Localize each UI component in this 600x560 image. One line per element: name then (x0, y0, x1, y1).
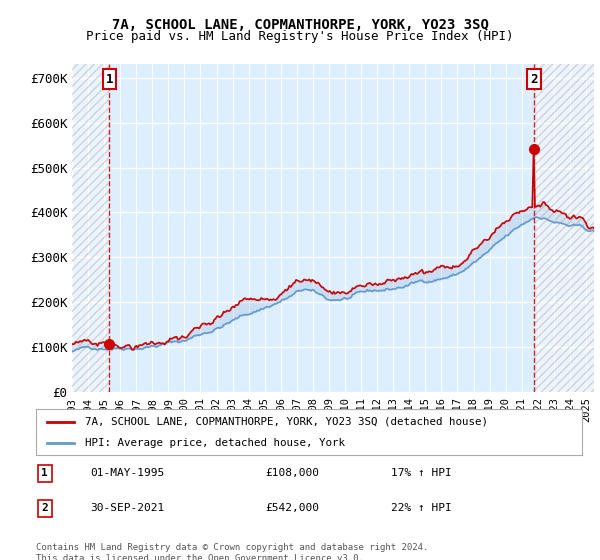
Text: 2: 2 (530, 73, 538, 86)
Text: £108,000: £108,000 (265, 468, 319, 478)
Text: Contains HM Land Registry data © Crown copyright and database right 2024.
This d: Contains HM Land Registry data © Crown c… (36, 543, 428, 560)
Text: 7A, SCHOOL LANE, COPMANTHORPE, YORK, YO23 3SQ: 7A, SCHOOL LANE, COPMANTHORPE, YORK, YO2… (112, 18, 488, 32)
Text: £542,000: £542,000 (265, 503, 319, 513)
Text: 1: 1 (41, 468, 48, 478)
Text: 30-SEP-2021: 30-SEP-2021 (91, 503, 165, 513)
Text: 7A, SCHOOL LANE, COPMANTHORPE, YORK, YO23 3SQ (detached house): 7A, SCHOOL LANE, COPMANTHORPE, YORK, YO2… (85, 417, 488, 427)
Text: 1: 1 (106, 73, 113, 86)
Bar (72, 64, 109, 392)
Text: 01-MAY-1995: 01-MAY-1995 (91, 468, 165, 478)
Text: 17% ↑ HPI: 17% ↑ HPI (391, 468, 452, 478)
Bar (534, 64, 594, 392)
Text: 22% ↑ HPI: 22% ↑ HPI (391, 503, 452, 513)
Text: Price paid vs. HM Land Registry's House Price Index (HPI): Price paid vs. HM Land Registry's House … (86, 30, 514, 43)
Text: HPI: Average price, detached house, York: HPI: Average price, detached house, York (85, 438, 345, 448)
Text: 2: 2 (41, 503, 48, 513)
